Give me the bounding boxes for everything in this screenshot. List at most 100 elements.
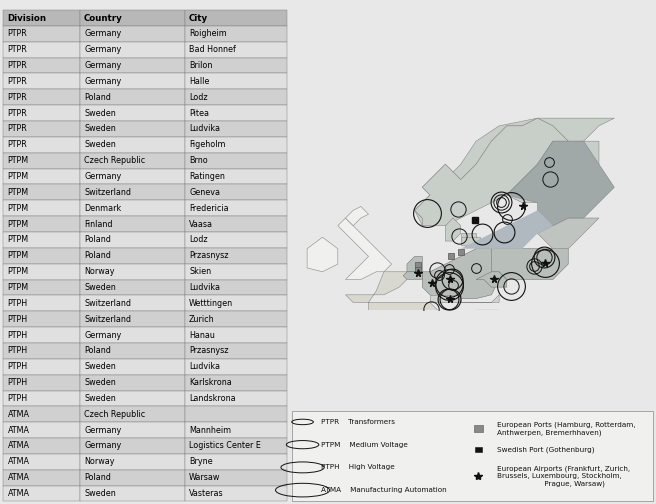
Text: Czech Republic: Czech Republic [84,410,146,419]
Bar [185,248,287,264]
Bar [185,169,287,184]
Text: ATMA: ATMA [7,489,30,498]
Text: Germany: Germany [84,442,121,451]
Text: Norway: Norway [84,457,115,466]
Bar [3,422,80,438]
Bar [185,470,287,486]
Bar [185,232,287,248]
Bar [185,359,287,374]
Bar [185,200,287,216]
Bar [185,216,287,232]
Bar [80,343,185,359]
Bar [3,391,80,406]
Text: Bad Honnef: Bad Honnef [189,45,236,54]
Bar [3,406,80,422]
Bar [3,169,80,184]
Text: Finland: Finland [84,220,113,229]
Bar [3,311,80,327]
Bar [185,105,287,121]
Text: PTPM    Medium Voltage: PTPM Medium Voltage [321,442,407,448]
Bar [185,486,287,501]
Text: PTPH: PTPH [7,346,28,355]
Text: Poland: Poland [84,346,111,355]
Polygon shape [537,218,599,249]
Text: Germany: Germany [84,61,121,70]
Bar [80,169,185,184]
Bar [80,232,185,248]
Bar [80,105,185,121]
Text: PTPM: PTPM [7,172,29,181]
Text: PTPH: PTPH [7,331,28,340]
Text: European Ports (Hamburg, Rotterdam, Anthwerpen, Bremerhhaven): European Ports (Hamburg, Rotterdam, Anth… [497,422,636,436]
Bar [80,42,185,57]
Bar [185,374,287,391]
Text: Poland: Poland [84,235,111,244]
Text: PTPM: PTPM [7,251,29,260]
Bar [80,359,185,374]
Bar [3,264,80,280]
Bar [3,343,80,359]
Bar [3,200,80,216]
Polygon shape [507,141,599,203]
Bar [80,10,185,26]
Polygon shape [476,272,507,287]
Polygon shape [461,295,499,302]
Text: Halle: Halle [189,77,209,86]
Text: PTPH: PTPH [7,394,28,403]
Bar [80,311,185,327]
Text: European Airports (Frankfurt, Zurich, Brussels, Luxembourg, Stockholm,
         : European Airports (Frankfurt, Zurich, Br… [497,466,630,486]
Bar [80,374,185,391]
Bar [185,264,287,280]
Bar [80,406,185,422]
Bar [185,343,287,359]
Text: Zurich: Zurich [189,314,215,324]
Text: Vaasa: Vaasa [189,220,213,229]
Text: Germany: Germany [84,172,121,181]
Polygon shape [438,310,499,380]
Text: PTPM: PTPM [7,188,29,197]
Bar [185,57,287,74]
Bar [185,137,287,153]
Polygon shape [346,207,369,226]
Text: Poland: Poland [84,473,111,482]
Text: Poland: Poland [84,251,111,260]
Text: Brilon: Brilon [189,61,213,70]
Bar [3,280,80,295]
Text: Pitea: Pitea [189,109,209,117]
Text: PTPH: PTPH [7,362,28,371]
Text: Ratingen: Ratingen [189,172,225,181]
Text: PTPM: PTPM [7,156,29,165]
Bar [185,422,287,438]
Polygon shape [461,237,480,245]
Bar [80,264,185,280]
Polygon shape [403,272,422,279]
Text: Mannheim: Mannheim [189,426,231,434]
Text: Wetttingen: Wetttingen [189,299,233,308]
Bar [185,311,287,327]
Text: ATMA    Manufacturing Automation: ATMA Manufacturing Automation [321,487,446,493]
Text: Sweden: Sweden [84,489,116,498]
Text: Poland: Poland [84,93,111,102]
Polygon shape [445,218,461,241]
Bar [80,327,185,343]
Text: Denmark: Denmark [84,204,121,213]
Text: Lodz: Lodz [189,93,208,102]
Text: PTPR: PTPR [7,61,28,70]
Text: Germany: Germany [84,331,121,340]
Bar [80,57,185,74]
Bar [185,10,287,26]
Bar [3,89,80,105]
Text: PTPM: PTPM [7,204,29,213]
Text: Fredericia: Fredericia [189,204,229,213]
Text: PTPM: PTPM [7,220,29,229]
Bar [185,295,287,311]
Text: PTPM: PTPM [7,283,29,292]
Text: PTPR    Transformers: PTPR Transformers [321,419,395,425]
Polygon shape [461,210,553,249]
Bar [3,216,80,232]
Text: Bryne: Bryne [189,457,213,466]
Text: Hanau: Hanau [189,331,215,340]
Text: Ludvika: Ludvika [189,124,220,134]
Bar [3,10,80,26]
Text: Sweden: Sweden [84,109,116,117]
